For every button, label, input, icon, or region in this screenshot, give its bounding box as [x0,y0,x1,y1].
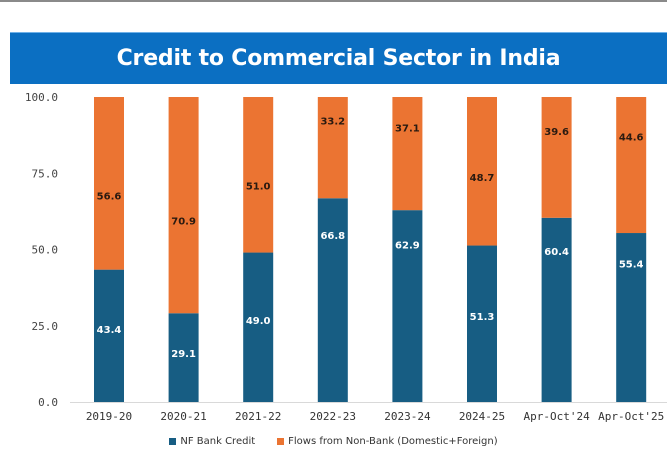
data-label-nf-bank-credit: 62.9 [395,241,420,252]
x-tick-label: 2024-25 [459,410,505,423]
data-label-nf-bank-credit: 55.4 [619,259,644,270]
bar-segment-non-bank-flows [317,97,348,199]
bar-segment-non-bank-flows [616,97,647,234]
data-label-nf-bank-credit: 43.4 [97,325,122,336]
data-label-non-bank-flows: 48.7 [470,173,495,184]
bar-segment-nf-bank-credit [616,233,647,402]
chart-title-banner: Credit to Commercial Sector in India [10,32,667,84]
legend-swatch-nf-bank-credit [169,438,177,445]
bar-segment-nf-bank-credit [541,217,572,402]
y-tick-label: 50.0 [32,244,59,257]
top-border-rule [0,0,667,2]
y-tick-label: 25.0 [32,320,59,333]
x-tick-label: 2020-21 [160,410,206,423]
bar-segment-nf-bank-credit [392,210,423,402]
legend-item-nf-bank-credit: NF Bank Credit [169,436,255,447]
x-tick-label: Apr-Oct'24 [523,410,590,423]
data-label-nf-bank-credit: 49.0 [246,316,271,327]
data-label-nf-bank-credit: 51.3 [470,312,495,323]
bar-segment-nf-bank-credit [94,269,124,402]
bar-segment-non-bank-flows [392,97,423,211]
bar-segment-non-bank-flows [541,97,572,218]
data-label-non-bank-flows: 37.1 [395,124,420,135]
bar-segment-nf-bank-credit [243,252,274,402]
x-tick-label: Apr-Oct'25 [598,410,664,423]
bar-segment-nf-bank-credit [317,198,348,402]
data-label-non-bank-flows: 39.6 [544,127,569,138]
data-label-non-bank-flows: 70.9 [171,216,196,227]
y-tick-label: 75.0 [32,167,59,180]
bar-segment-non-bank-flows [467,97,497,246]
data-label-nf-bank-credit: 29.1 [171,349,196,360]
stacked-bar-chart: 0.0 25.0 50.0 75.0 100.0 2019-20 2020-21 2021-2… [25,91,667,423]
bar-segment-non-bank-flows [168,97,199,314]
data-label-nf-bank-credit: 60.4 [544,247,569,258]
x-tick-label: 2023-24 [384,410,431,423]
bar-segment-non-bank-flows [94,97,124,270]
y-tick-label: 100.0 [25,91,58,104]
chart-legend: NF Bank Credit Flows from Non-Bank (Dome… [0,436,667,447]
x-tick-label: 2022-23 [310,410,356,423]
data-label-nf-bank-credit: 66.8 [320,231,345,242]
data-label-non-bank-flows: 44.6 [619,132,644,143]
data-label-non-bank-flows: 56.6 [97,191,122,202]
chart-title: Credit to Commercial Sector in India [116,46,561,71]
legend-item-non-bank-flows: Flows from Non-Bank (Domestic+Foreign) [277,436,498,447]
bar-segment-nf-bank-credit [467,245,497,402]
x-tick-label: 2019-20 [86,410,132,423]
data-label-non-bank-flows: 51.0 [246,182,271,193]
legend-swatch-non-bank-flows [277,438,285,445]
legend-label-non-bank-flows: Flows from Non-Bank (Domestic+Foreign) [288,436,498,447]
legend-label-nf-bank-credit: NF Bank Credit [180,436,256,447]
data-label-non-bank-flows: 33.2 [320,116,345,127]
bar-segment-non-bank-flows [243,97,274,253]
y-tick-label: 0.0 [38,396,58,409]
x-tick-label: 2021-22 [235,410,281,423]
bar-segment-nf-bank-credit [168,313,199,402]
